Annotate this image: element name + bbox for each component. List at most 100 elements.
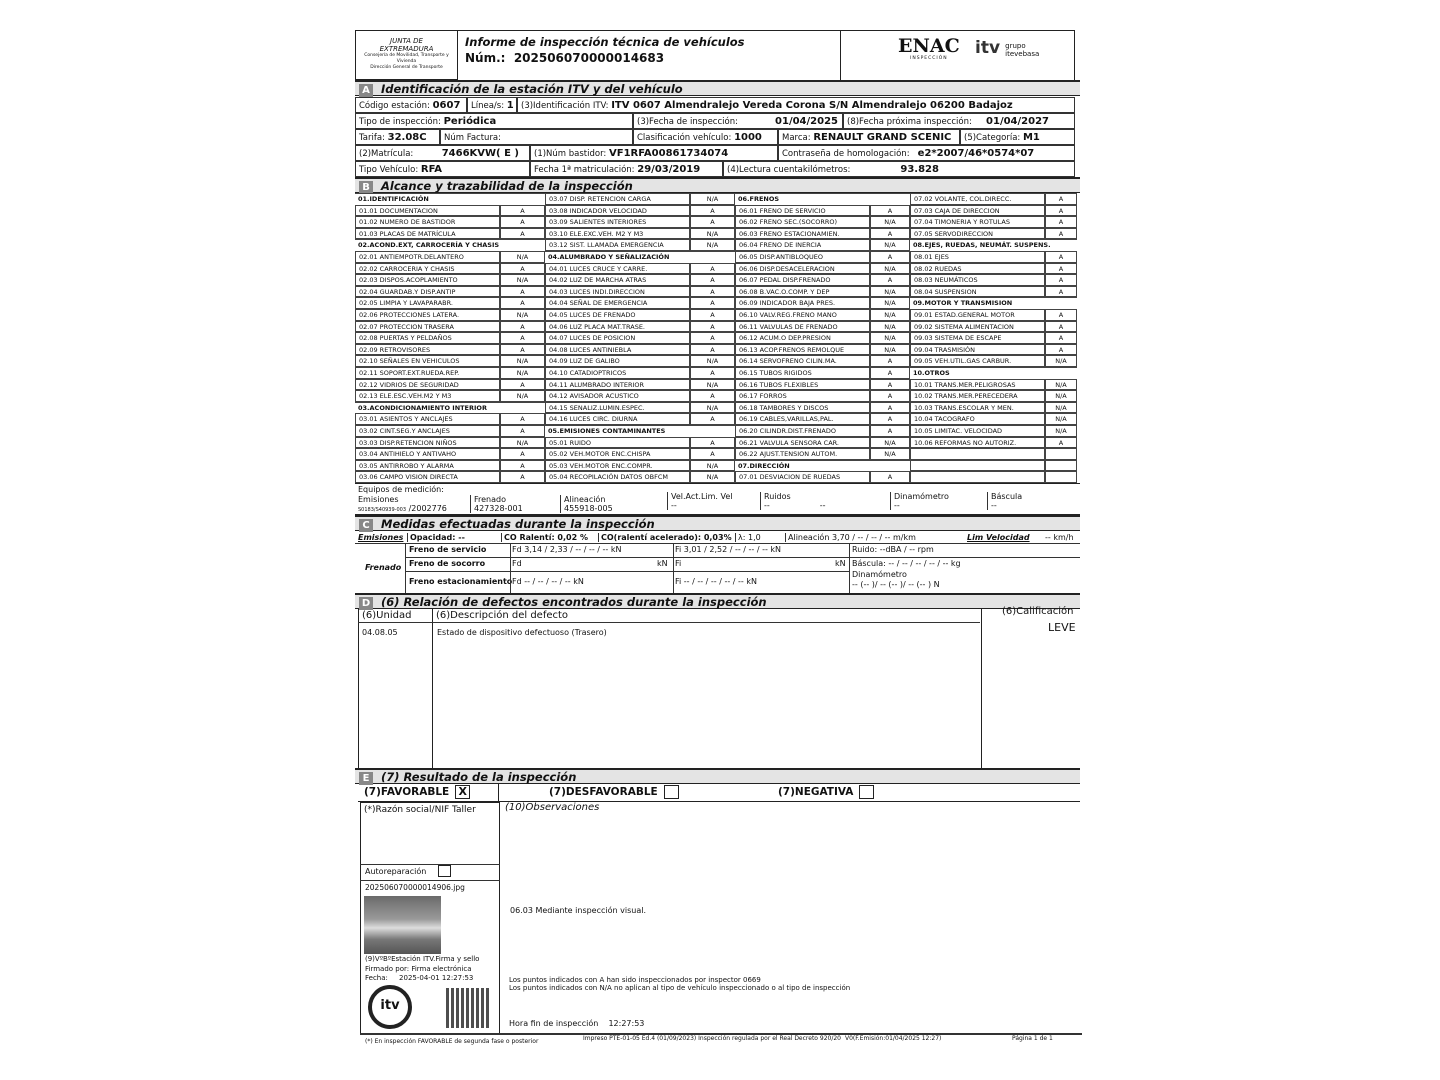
scope-item-result: [1045, 459, 1077, 472]
favorable-option[interactable]: (7)FAVORABLE X: [364, 784, 471, 801]
authority-line: JUNTA DE: [390, 37, 423, 45]
freno-socorro-fi: Fi: [675, 559, 682, 568]
scope-item-name: 02.10 SEÑALES EN VEHICULOS: [355, 355, 500, 367]
scope-item-name: 05.02 VEH.MOTOR ENC.CHISPA: [545, 448, 690, 460]
scope-item-result: N/A: [1045, 355, 1077, 367]
desfavorable-checkbox[interactable]: [663, 785, 679, 799]
scope-item-result: A: [500, 413, 545, 425]
num-factura: Núm Factura:: [440, 129, 633, 145]
section-c-header: C Medidas efectuadas durante la inspecció…: [355, 515, 1080, 532]
scope-item-result: A: [500, 227, 545, 240]
freno-servicio-fd: Fd 3,14 / 2,33 / -- / -- / -- kN: [512, 545, 622, 554]
scope-item-name: 04.15 SENALIZ.LUMIN.ESPEC.: [545, 401, 690, 414]
scope-item-name: 03.08 INDICADOR VELOCIDAD: [545, 204, 690, 217]
equipos-medicion: Equipos de medición: Emisiones S0183/S409…: [355, 483, 1080, 515]
scope-item-result: A: [690, 448, 735, 460]
bascula: Báscula: -- / -- / -- / -- / -- kg: [852, 559, 961, 568]
tarifa: Tarifa: 32.08C: [355, 129, 440, 145]
scope-item-name: 06.04 FRENO DE INERCIA: [735, 239, 870, 251]
scope-item-result: A: [690, 343, 735, 356]
scope-item-name: 09.01 ESTAD.GENERAL MOTOR: [910, 309, 1045, 321]
scope-item-name: 02.12 VIDRIOS DE SEGURIDAD: [355, 378, 500, 391]
opacidad: Opacidad: --: [407, 533, 501, 542]
equipo-value: 455918-005: [564, 504, 613, 513]
razon-social-label: (*)Razón social/NIF Taller: [364, 805, 476, 815]
scope-item-result: N/A: [870, 285, 910, 298]
scope-item-name: 06.01 FRENO DE SERVICIO: [735, 204, 870, 217]
scope-item-result: A: [500, 297, 545, 309]
scope-item-result: A: [690, 332, 735, 344]
scope-item-name: 07.05 SERVODIRECCION: [910, 227, 1045, 240]
fecha-label: Fecha:: [365, 974, 388, 982]
scope-item-result: A: [500, 332, 545, 344]
unit: kN: [835, 559, 846, 568]
scope-item-result: N/A: [1045, 378, 1077, 391]
firmado-por: Firmado por: Firma electrónica: [365, 965, 472, 973]
scope-item-name: 10.05 LIMITAC. VELOCIDAD: [910, 425, 1045, 437]
scope-item-name: 06.08 B.VAC.O.COMP. Y DEP: [735, 285, 870, 298]
favorable-checkbox[interactable]: X: [455, 785, 471, 799]
equipo-value: --: [991, 501, 997, 510]
scope-item-name: 06.22 AJUST.TENSION AUTOM.: [735, 448, 870, 460]
scope-item-name: 06.10 VALV.REG.FRENO MANO: [735, 309, 870, 321]
scope-item-name: 04.03 LUCES INDI.DIRECCION: [545, 285, 690, 298]
dinamometro-label: Dinamómetro: [852, 570, 907, 579]
scope-item-name: 02.11 SOPORT.EXT.RUEDA.REP.: [355, 367, 500, 379]
negativa-checkbox[interactable]: [859, 785, 875, 799]
scope-item-name: 04.16 LUCES CIRC. DIURNA: [545, 413, 690, 425]
scope-item-name: 02.13 ELE.ESC.VEH.M2 Y M3: [355, 390, 500, 402]
emisiones-label: Emisiones: [358, 533, 404, 542]
measurements: Emisiones Opacidad: -- CO Ralentí: 0,02 …: [355, 531, 1080, 593]
equipo-label: Ruidos: [764, 492, 791, 501]
frenado-label: Frenado: [365, 563, 402, 572]
scope-item-result: A: [690, 309, 735, 321]
scope-item-result: A: [1045, 227, 1077, 240]
scope-item-name: 05.03 VEH.MOTOR ENC.COMPR.: [545, 459, 690, 472]
scope-item-result: A: [870, 471, 910, 483]
scope-item-result: N/A: [690, 471, 735, 483]
scope-item-name: 01.02 NUMERO DE BASTIDOR: [355, 216, 500, 228]
equipos-label: Equipos de medición:: [358, 485, 444, 494]
footer-note: (*) En inspección FAVORABLE de segunda f…: [365, 1038, 539, 1045]
desfavorable-option[interactable]: (7)DESFAVORABLE: [498, 784, 679, 801]
itv-seal: itv: [368, 985, 412, 1029]
scope-item-result: N/A: [500, 309, 545, 321]
negativa-option[interactable]: (7)NEGATIVA: [778, 784, 875, 801]
scope-item-name: 03.04 ANTIHIELO Y ANTIVAHO: [355, 448, 500, 460]
scope-group-header: 08.EJES, RUEDAS, NEUMÁT. SUSPENS.: [910, 239, 1077, 251]
scope-item-name: 08.03 NEUMÁTICOS: [910, 274, 1045, 286]
scope-item-result: A: [500, 262, 545, 275]
scope-item-result: N/A: [500, 274, 545, 286]
scope-item-name: 08.02 RUEDAS: [910, 262, 1045, 275]
scope-item-result: A: [690, 367, 735, 379]
scope-item-name: 06.20 CILINDR.DIST.FRENADO: [735, 425, 870, 437]
scope-item-result: N/A: [870, 332, 910, 344]
scope-item-name: 06.13 ACOP.FRENOS REMOLQUE: [735, 343, 870, 356]
equipo-label: Dinamómetro: [894, 492, 949, 501]
scope-item-name: 03.07 DISP. RETENCION CARGA: [545, 193, 690, 205]
observacion-text: 06.03 Mediante inspección visual.: [510, 906, 646, 915]
inspection-scope-grid: 01.IDENTIFICACIÓN 01.01 DOCUMENTACION A 01.…: [355, 193, 1077, 483]
scope-item-result: N/A: [690, 401, 735, 414]
equipo-sub: S0183/S40939-003: [358, 507, 407, 513]
equipo-value: --: [819, 501, 826, 510]
co-ralenti: CO Ralentí: 0,02 %: [501, 533, 588, 542]
scope-item-result: N/A: [500, 390, 545, 402]
scope-item-name: 06.19 CABLES,VARILLAS,PAL.: [735, 413, 870, 425]
scope-item-result: N/A: [690, 193, 735, 205]
section-d-header: D (6) Relación de defectos encontrados du…: [355, 593, 1080, 610]
scope-item-result: A: [690, 204, 735, 217]
scope-item-name: 06.16 TUBOS FLEXIBLES: [735, 378, 870, 391]
scope-item-name: 09.04 TRASMISIÓN: [910, 343, 1045, 356]
scope-item-result: N/A: [690, 378, 735, 391]
scope-item-result: N/A: [1045, 425, 1077, 437]
section-b-header: B Alcance y trazabilidad de la inspección: [355, 177, 1080, 194]
categoria: (5)Categoría: M1: [960, 129, 1075, 145]
scope-item-name: 09.03 SISTEMA DE ESCAPE: [910, 332, 1045, 344]
scope-item-name: 08.04 SUSPENSION: [910, 285, 1045, 298]
hora-fin: 12:27:53: [608, 1019, 645, 1028]
autoreparacion-checkbox[interactable]: [438, 865, 451, 877]
scope-group-header: 07.DIRECCIÓN: [735, 459, 910, 472]
scope-item-name: 06.15 TUBOS RIGIDOS: [735, 367, 870, 379]
equipo-value: --: [764, 501, 770, 510]
